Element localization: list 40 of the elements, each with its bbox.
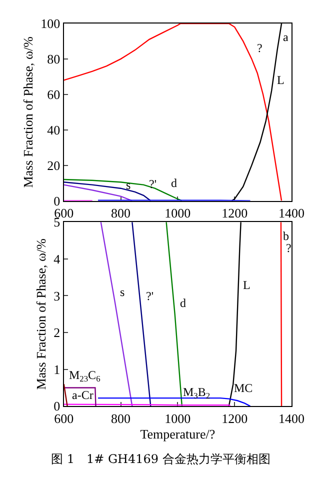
- x-tick-label: 1400: [278, 205, 304, 220]
- annotation: L: [243, 278, 250, 292]
- line-series: [64, 182, 152, 201]
- annotation: ?: [257, 41, 262, 55]
- line-series: [97, 397, 251, 406]
- line-series: [64, 184, 133, 201]
- annotation: ?: [286, 241, 292, 255]
- annotation: b: [283, 229, 289, 243]
- annotation: d: [180, 296, 186, 310]
- y-tick-label: 100: [40, 16, 60, 32]
- line-series: [64, 23, 282, 201]
- y-tick-label: 40: [47, 122, 60, 138]
- y-tick-label: 3: [54, 288, 60, 304]
- y-tick-label: 0: [54, 193, 60, 208]
- y-axis-title: Mass Fraction of Phase, ω/%: [34, 238, 49, 390]
- y-tick-label: 60: [47, 86, 60, 102]
- y-tick-label: 2: [54, 325, 60, 340]
- x-tick-label: 1200: [222, 410, 248, 426]
- y-tick-label: 80: [47, 51, 60, 66]
- annotation: s: [120, 285, 125, 299]
- x-axis-title: Temperature/?: [140, 426, 216, 442]
- x-tick-label: 800: [111, 410, 131, 426]
- y-tick-label: 20: [47, 158, 60, 173]
- annotation: d: [171, 176, 177, 190]
- x-tick-label: 1000: [164, 410, 191, 426]
- caption: 图 1 1# GH4169 合金热力学平衡相图: [51, 452, 270, 466]
- annotation: a-Cr: [72, 388, 94, 402]
- y-tick-label: 4: [54, 251, 61, 266]
- y-axis-title: Mass Fraction of Phase, ω/%: [20, 36, 36, 188]
- annotation: MC: [234, 381, 253, 395]
- annotation: L: [277, 73, 284, 87]
- y-tick-label: 1: [54, 362, 60, 377]
- x-tick-label: 1200: [222, 205, 248, 220]
- line-series: [64, 178, 183, 201]
- x-tick-label: 1000: [164, 205, 191, 220]
- x-tick-label: 800: [111, 205, 131, 220]
- x-tick-label: 1400: [278, 410, 304, 426]
- annotation: a: [283, 30, 289, 44]
- annotation: M$_{23}$C$_{6}$: [69, 368, 100, 384]
- annotation: ?': [146, 289, 154, 303]
